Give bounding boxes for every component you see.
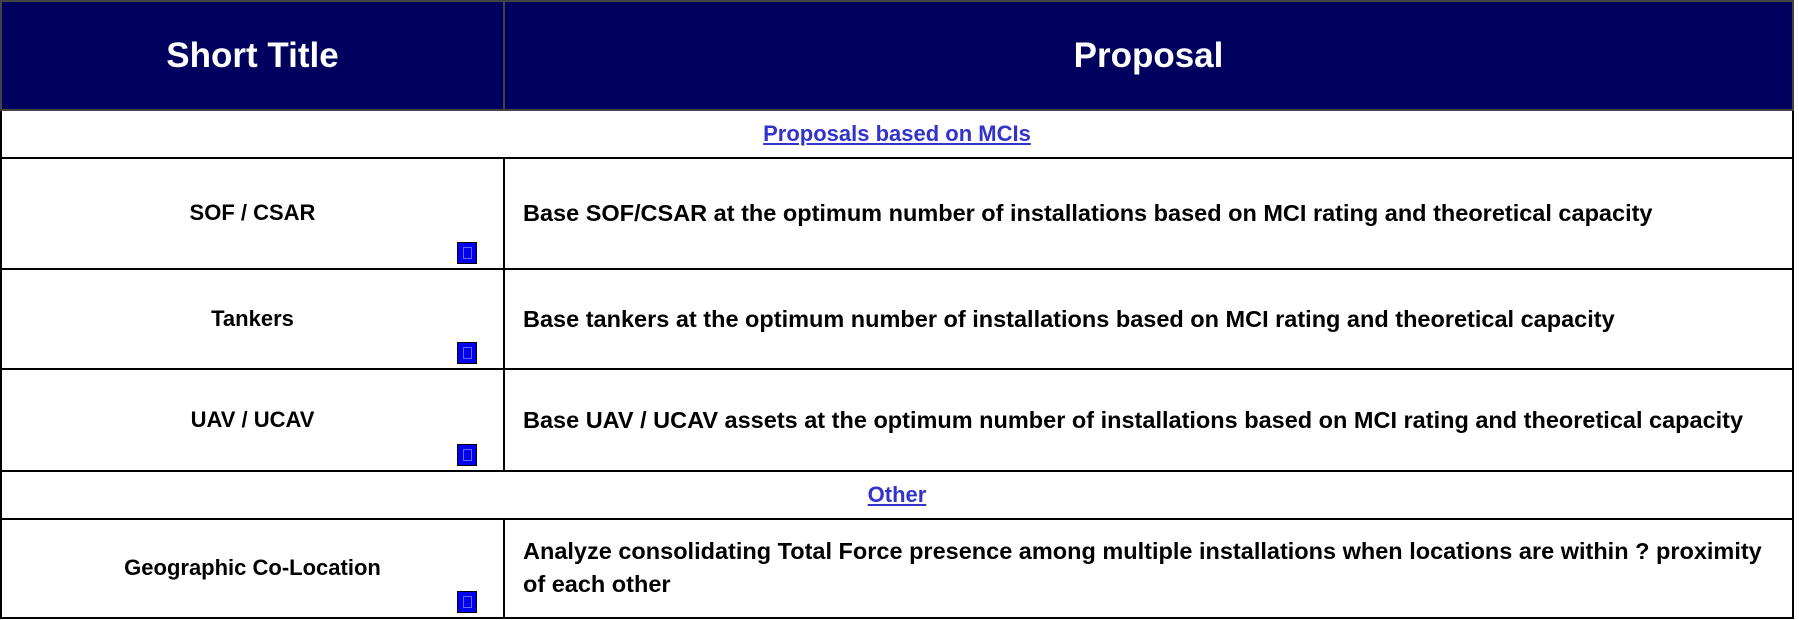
header-cell: Proposal xyxy=(503,0,1794,111)
proposal-row: UAV / UCAV Base UAV / UCAV assets at the … xyxy=(0,368,1794,472)
short-title-cell: SOF / CSAR xyxy=(0,156,505,270)
proposal-row: Tankers Base tankers at the optimum numbe… xyxy=(0,267,1794,371)
short-title: SOF / CSAR xyxy=(189,200,316,226)
section-link[interactable]: Proposals based on MCIs xyxy=(763,120,1031,146)
proposal-row: SOF / CSAR Base SOF/CSAR at the optimum n… xyxy=(0,156,1794,270)
document-icon[interactable] xyxy=(457,443,477,466)
proposal-cell: Analyze consolidating Total Force presen… xyxy=(503,517,1794,620)
document-icon[interactable] xyxy=(457,342,477,365)
short-title: UAV / UCAV xyxy=(190,407,315,433)
proposal-text: Base UAV / UCAV assets at the optimum nu… xyxy=(523,406,1744,433)
short-title: Geographic Co-Location xyxy=(124,555,381,581)
header-cell: Short Title xyxy=(0,0,505,111)
document-icon[interactable] xyxy=(457,591,477,613)
section-cell: Other xyxy=(0,469,1794,520)
document-icon[interactable] xyxy=(457,241,477,264)
proposal-text: Base tankers at the optimum number of in… xyxy=(523,305,1615,332)
proposal-cell: Base tankers at the optimum number of in… xyxy=(503,267,1794,371)
proposal-text: Base SOF/CSAR at the optimum number of i… xyxy=(523,199,1653,226)
section-row: Other xyxy=(0,469,1794,520)
short-title-cell: UAV / UCAV xyxy=(0,368,505,472)
section-cell: Proposals based on MCIs xyxy=(0,109,1794,159)
proposal-cell: Base SOF/CSAR at the optimum number of i… xyxy=(503,156,1794,270)
short-title-cell: Tankers xyxy=(0,267,505,371)
proposal-cell: Base UAV / UCAV assets at the optimum nu… xyxy=(503,368,1794,472)
proposal-row: Geographic Co-Location Analyze consolidat… xyxy=(0,517,1794,620)
table-body: Proposals based on MCIs SOF / CSAR Base SO… xyxy=(0,109,1794,620)
proposal-text: Analyze consolidating Total Force presen… xyxy=(523,538,1762,598)
short-title-cell: Geographic Co-Location xyxy=(0,517,505,620)
section-row: Proposals based on MCIs xyxy=(0,109,1794,159)
section-link[interactable]: Other xyxy=(867,481,927,507)
header-row: Short Title Proposal xyxy=(0,0,1794,111)
short-title: Tankers xyxy=(211,306,294,332)
